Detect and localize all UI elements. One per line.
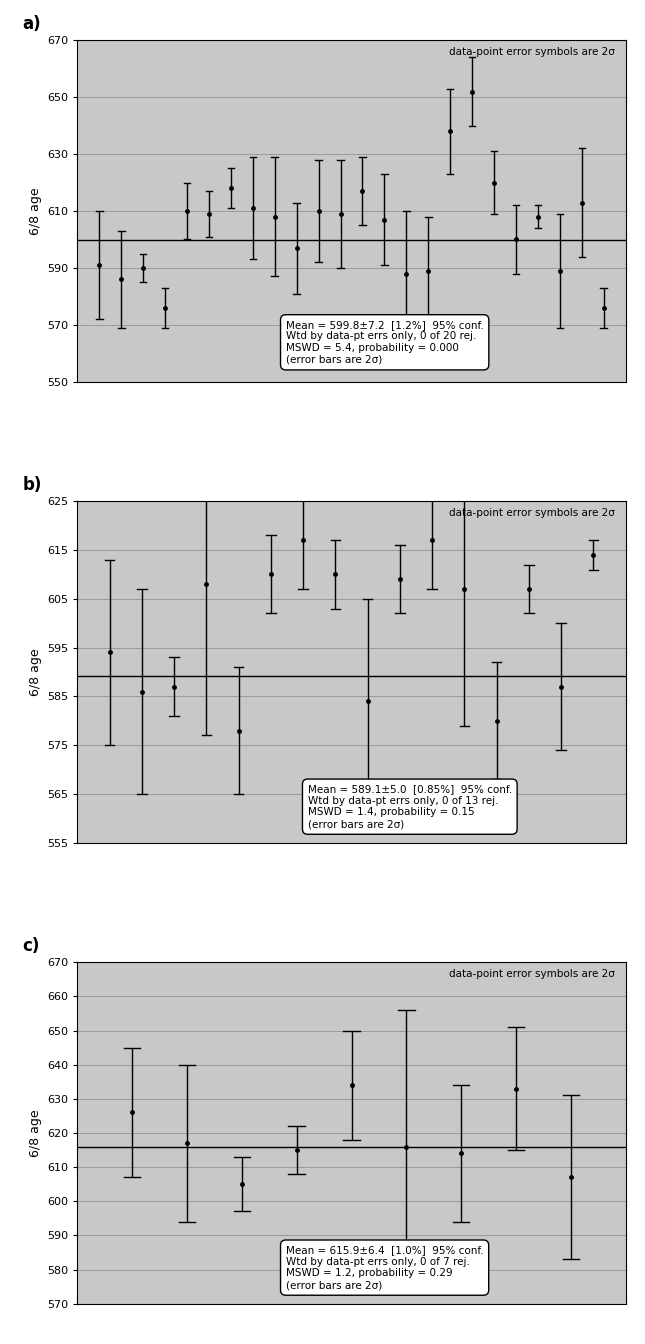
- Text: data-point error symbols are 2σ: data-point error symbols are 2σ: [449, 47, 615, 58]
- Text: data-point error symbols are 2σ: data-point error symbols are 2σ: [449, 969, 615, 978]
- Text: c): c): [23, 937, 40, 956]
- Y-axis label: 6/8 age: 6/8 age: [28, 648, 42, 696]
- Text: Mean = 589.1±5.0  [0.85%]  95% conf.
Wtd by data-pt errs only, 0 of 13 rej.
MSWD: Mean = 589.1±5.0 [0.85%] 95% conf. Wtd b…: [308, 785, 512, 829]
- Text: Mean = 599.8±7.2  [1.2%]  95% conf.
Wtd by data-pt errs only, 0 of 20 rej.
MSWD : Mean = 599.8±7.2 [1.2%] 95% conf. Wtd by…: [286, 320, 484, 364]
- Text: data-point error symbols are 2σ: data-point error symbols are 2σ: [449, 508, 615, 517]
- Y-axis label: 6/8 age: 6/8 age: [28, 1109, 42, 1157]
- Text: b): b): [23, 476, 42, 495]
- Text: Mean = 615.9±6.4  [1.0%]  95% conf.
Wtd by data-pt errs only, 0 of 7 rej.
MSWD =: Mean = 615.9±6.4 [1.0%] 95% conf. Wtd by…: [286, 1246, 484, 1290]
- Y-axis label: 6/8 age: 6/8 age: [28, 187, 42, 235]
- Text: a): a): [23, 16, 41, 34]
